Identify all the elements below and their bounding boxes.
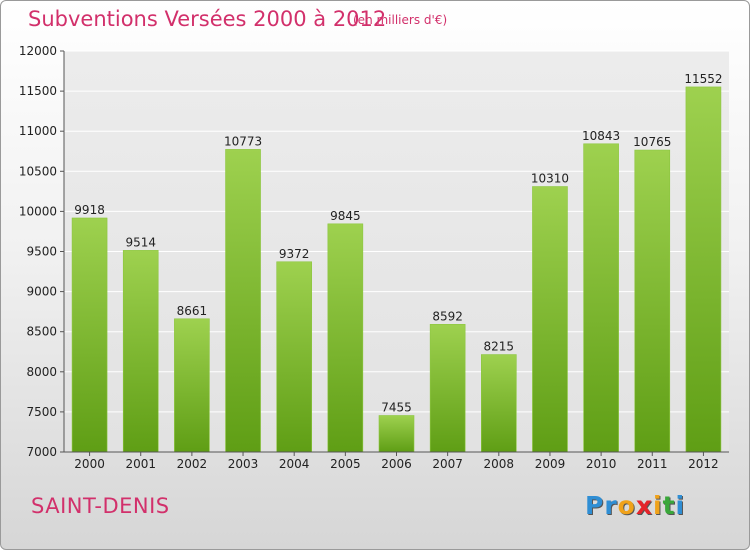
bar: [122, 250, 159, 453]
logo-letter: x: [635, 491, 653, 520]
y-tick-label: 12000: [19, 44, 57, 58]
bar: [583, 143, 619, 453]
y-tick-label: 10500: [19, 164, 57, 178]
x-tick-label: 2007: [432, 457, 463, 471]
x-tick-label: 2000: [74, 457, 105, 471]
bar: [685, 86, 722, 453]
x-tick-label: 2002: [177, 457, 208, 471]
bar: [174, 318, 210, 453]
bar: [327, 223, 364, 453]
logo-letter: r: [604, 491, 618, 520]
x-tick-label: 2003: [228, 457, 259, 471]
bar-value-label: 9845: [330, 209, 361, 223]
bar-value-label: 8215: [484, 340, 515, 354]
proxiti-logo: Proxiti: [585, 491, 685, 520]
bar: [71, 217, 108, 453]
bar: [429, 324, 466, 453]
bar-value-label: 8661: [177, 304, 208, 318]
x-tick-label: 2006: [381, 457, 412, 471]
bar-value-label: 11552: [684, 72, 722, 86]
x-tick-label: 2011: [637, 457, 668, 471]
y-tick-label: 11500: [19, 84, 57, 98]
bar-value-label: 8592: [432, 309, 463, 323]
logo-letter: i: [653, 491, 663, 520]
bar: [276, 261, 312, 453]
x-tick-label: 2009: [535, 457, 566, 471]
bar-value-label: 9918: [74, 203, 105, 217]
bar-value-label: 9514: [125, 235, 156, 249]
bar: [225, 149, 261, 453]
bar-value-label: 10765: [633, 135, 671, 149]
x-tick-label: 2008: [484, 457, 515, 471]
axes: 7000 7500 8000 8500 9000 9500 10000 10500 11000 1…: [19, 44, 729, 471]
bar: [532, 186, 568, 453]
y-tick-label: 8500: [26, 325, 57, 339]
y-tick-label: 8000: [26, 365, 57, 379]
bar-value-label: 7455: [381, 401, 412, 415]
x-tick-label: 2010: [586, 457, 617, 471]
bar: [634, 149, 671, 453]
x-tick-label: 2012: [688, 457, 719, 471]
x-tick-label: 2005: [330, 457, 361, 471]
y-tick-label: 7500: [26, 405, 57, 419]
chart-title: Subventions Versées 2000 à 2012: [28, 7, 387, 31]
logo-letter: i: [675, 491, 686, 520]
y-tick-label: 11000: [19, 124, 57, 138]
logo-letter: t: [662, 491, 676, 520]
logo-letter: P: [585, 491, 605, 520]
chart-subtitle: (en milliers d'€): [353, 13, 448, 27]
bar-value-label: 10310: [531, 172, 569, 186]
bar: [481, 354, 517, 453]
x-tick-label: 2004: [279, 457, 310, 471]
logo-letter: o: [617, 491, 636, 520]
bar-value-label: 10773: [224, 134, 262, 148]
x-tick-label: 2001: [125, 457, 156, 471]
y-tick-label: 9500: [26, 245, 57, 259]
bar-value-label: 9372: [279, 247, 310, 261]
y-tick-label: 9000: [26, 285, 57, 299]
y-tick-label: 10000: [19, 204, 57, 218]
y-tick-label: 7000: [26, 445, 57, 459]
bar-value-label: 10843: [582, 129, 620, 143]
bar: [378, 415, 415, 453]
commune-name: SAINT-DENIS: [31, 494, 170, 518]
